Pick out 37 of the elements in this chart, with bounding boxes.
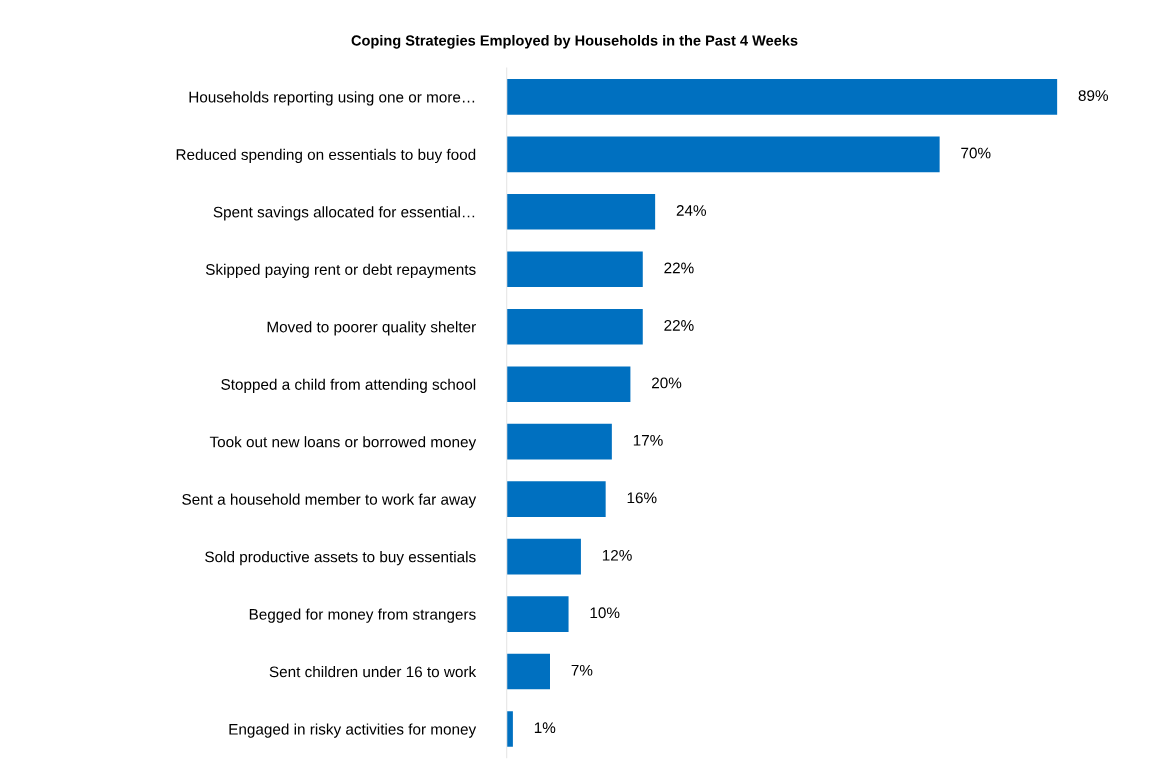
y-tick-label: Skipped paying rent or debt repayments: [205, 263, 476, 278]
bar: [506, 251, 643, 288]
chart-title: Coping Strategies Employed by Households in the Past 4 Weeks: [351, 34, 798, 49]
y-tick-label: Took out new loans or borrowed money: [209, 436, 477, 451]
bar: [506, 366, 631, 403]
y-tick-label: Households reporting using one or more…: [189, 91, 475, 106]
bar: [506, 136, 940, 173]
bar: [506, 538, 581, 575]
y-tick-label: Reduced spending on essentials to buy food: [176, 148, 476, 164]
y-tick-label: Moved to poorer quality shelter: [267, 321, 476, 336]
bar: [506, 79, 1058, 115]
data-label: 89%: [1078, 90, 1109, 101]
data-label: 1%: [534, 722, 556, 734]
data-label: 20%: [652, 377, 682, 389]
data-label: 22%: [664, 320, 694, 331]
bar: [506, 596, 569, 632]
y-tick-label: Sent a household member to work far away: [182, 493, 477, 508]
y-tick-label: Spent savings allocated for essential…: [213, 206, 475, 221]
data-label: 12%: [602, 549, 632, 561]
data-label: 16%: [627, 492, 657, 504]
data-label: 70%: [961, 147, 991, 159]
y-tick-label: Stopped a child from attending school: [221, 378, 476, 393]
data-label: 22%: [664, 262, 694, 274]
y-tick-label: Engaged in risky activities for money: [229, 723, 477, 738]
bar: [506, 193, 656, 230]
bar: [506, 711, 513, 747]
y-tick-label: Sent children under 16 to work: [269, 666, 477, 678]
bar: [506, 423, 612, 460]
data-label: 10%: [590, 607, 620, 619]
data-label: 24%: [676, 205, 707, 216]
y-tick-label: Sold productive assets to buy essentials: [205, 551, 476, 566]
bar: [506, 308, 643, 345]
data-label: 17%: [633, 435, 663, 446]
data-label: 7%: [571, 664, 593, 676]
y-tick-label: Begged for money from strangers: [249, 608, 476, 623]
bar: [506, 653, 550, 690]
bar: [506, 481, 606, 517]
